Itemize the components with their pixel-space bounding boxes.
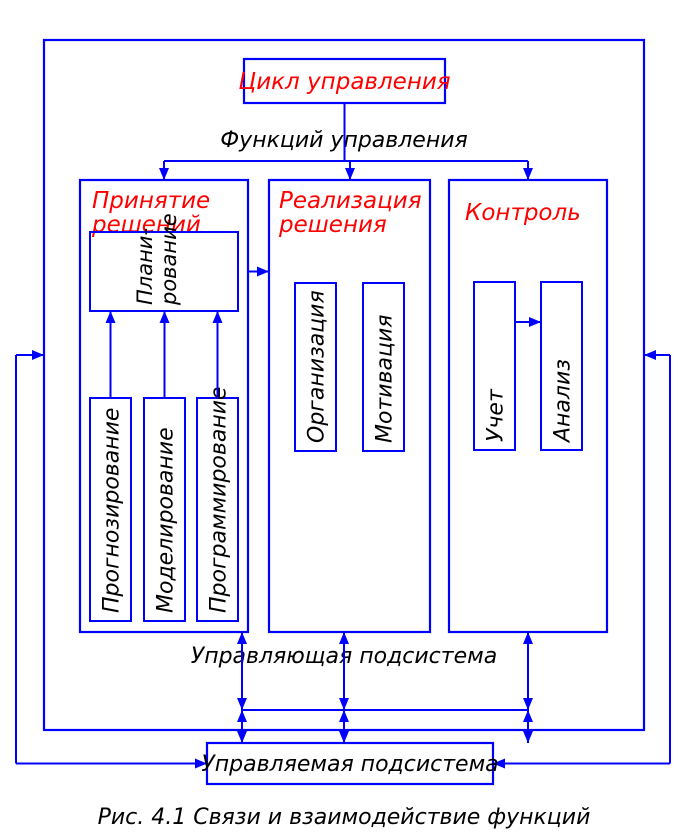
motivaciya-label: Мотивация — [373, 314, 398, 443]
caption: Рис. 4.1 Связи и взаимодействие функций — [98, 805, 591, 830]
organizaciya-label: Организация — [305, 290, 330, 443]
col-mid — [269, 180, 430, 632]
col-right-title: Контроль — [465, 200, 581, 226]
col-left-title-1: Принятие — [92, 188, 210, 214]
analiz-label: Анализ — [551, 359, 576, 444]
modelirovanie-label: Моделирование — [154, 427, 179, 613]
uchet-label: Учет — [484, 388, 509, 442]
col-mid-title-1: Реализация — [279, 188, 422, 214]
planning-l1: Плани- — [133, 228, 157, 305]
planning-l2: рование — [157, 213, 181, 306]
bottom-box-label: Управляемая подсистема — [201, 752, 498, 777]
programmirovanie-label: Программирование — [207, 386, 232, 613]
col-right — [449, 180, 607, 632]
top-title: Цикл управления — [238, 69, 450, 95]
col-mid-title-2: решения — [278, 212, 387, 238]
prognozirovanie-label: Прогнозирование — [100, 408, 125, 613]
